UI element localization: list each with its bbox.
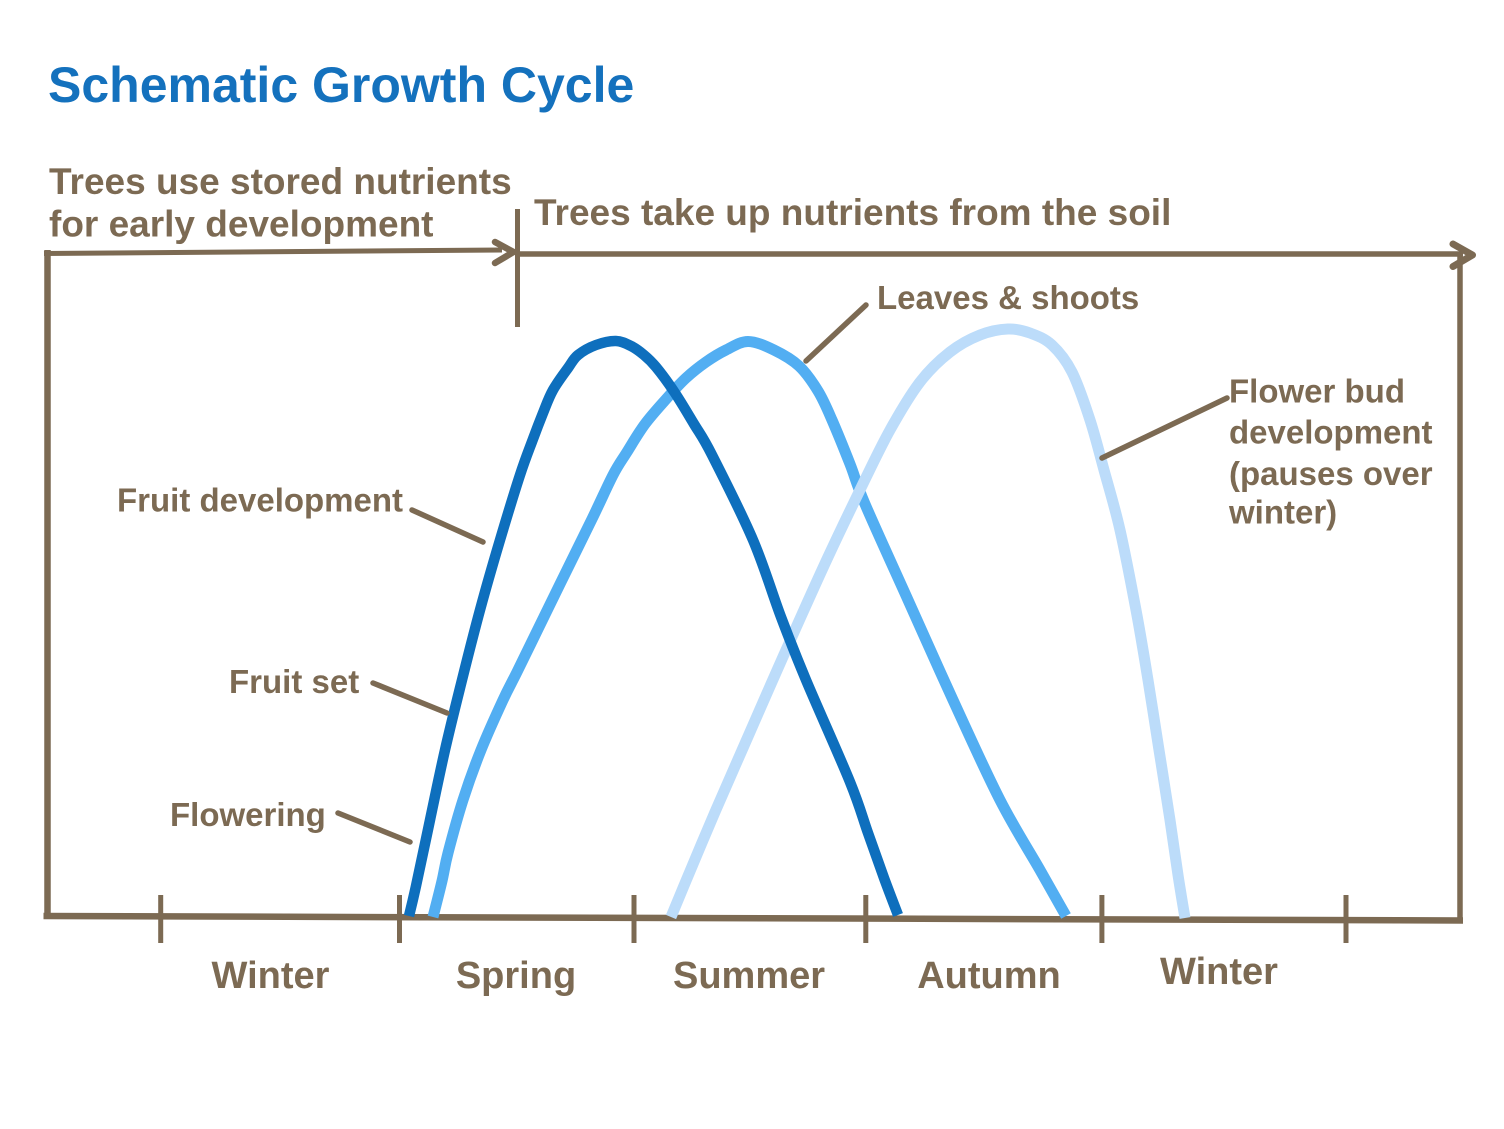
svg-text:(pauses over: (pauses over (1229, 455, 1433, 492)
svg-text:for early development: for early development (49, 204, 434, 245)
svg-text:Schematic Growth Cycle: Schematic Growth Cycle (48, 57, 634, 113)
svg-text:Trees take up nutrients from t: Trees take up nutrients from the soil (534, 192, 1171, 233)
svg-text:Fruit development: Fruit development (117, 482, 403, 519)
svg-text:Flowering: Flowering (170, 796, 326, 833)
svg-text:winter): winter) (1228, 494, 1337, 531)
svg-text:Fruit set: Fruit set (229, 663, 359, 700)
svg-text:Spring: Spring (456, 955, 576, 997)
svg-text:Leaves & shoots: Leaves & shoots (877, 279, 1139, 316)
svg-text:Trees use stored nutrients: Trees use stored nutrients (49, 161, 512, 202)
svg-text:Flower bud: Flower bud (1229, 373, 1405, 410)
svg-text:Autumn: Autumn (917, 955, 1061, 997)
svg-text:Winter: Winter (1160, 951, 1278, 993)
svg-text:Winter: Winter (212, 955, 330, 997)
svg-text:development: development (1229, 414, 1433, 451)
svg-text:Summer: Summer (673, 955, 825, 997)
